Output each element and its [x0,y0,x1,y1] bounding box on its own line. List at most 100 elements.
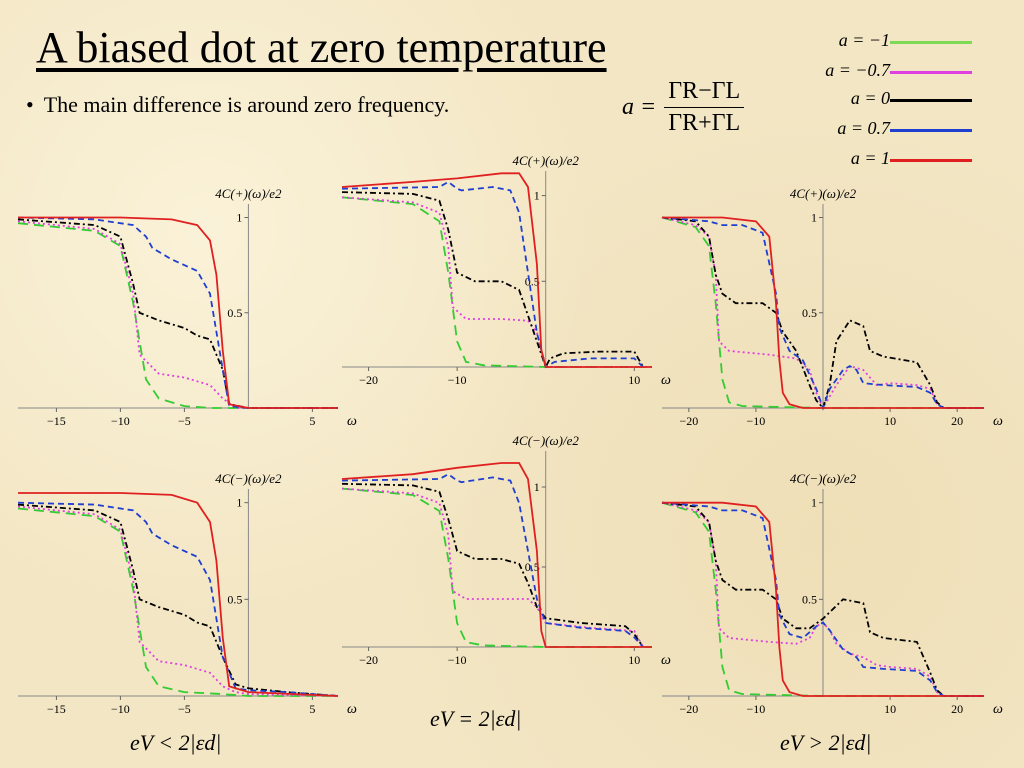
x-axis-label: ω [347,702,357,717]
y-tick-label: 1 [534,189,540,203]
asymmetry-formula: a = ΓR−ΓL ΓR+ΓL [622,78,745,137]
legend-swatch [890,129,972,132]
x-tick-label: 20 [951,414,963,428]
slide-title: A biased dot at zero temperature [36,23,607,72]
series-line [662,216,984,409]
series-line [341,482,644,648]
legend-label: a = 1 [850,148,890,168]
series-line [17,501,339,697]
series-line [661,216,984,411]
series-line [662,501,984,697]
x-tick-label: −20 [679,414,698,428]
legend-row-a-0: a = 0 [800,88,980,114]
legend-label: a = −1 [838,30,890,50]
legend-swatch [890,159,972,162]
legend-row-a-07: a = 0.7 [800,118,980,144]
y-axis-label: 4C(+)(ω)/e2 [790,186,857,201]
y-tick-label: 0.5 [227,592,242,606]
x-tick-label: 10 [884,702,896,716]
bullet-icon: • [26,92,34,117]
x-tick-label: −5 [178,414,191,428]
x-tick-label: −20 [359,373,378,387]
x-tick-label: −5 [178,702,191,716]
series-line [661,216,984,409]
series-line [17,218,338,409]
series-line [341,180,644,369]
legend-row-a-neg07: a = −0.7 [800,60,980,86]
formula-lhs: a = [622,94,657,120]
x-tick-label: 20 [951,702,963,716]
series-line [18,216,338,409]
series-line [341,196,652,368]
series-line [17,222,338,409]
chart-top-left: −15 −10 −5 5 0.5 1 4C(+)(ω)/e2 ω [0,180,360,430]
y-axis-label: 4C(+)(ω)/e2 [215,186,282,201]
chart-top-middle: −20 −10 10 0.5 1 4C(+)(ω)/e2 ω [330,145,671,405]
series-line [341,196,652,368]
x-tick-label: 10 [628,373,640,387]
chart-bottom-middle: −20 −10 10 0.5 1 4C(−)(ω)/e2 ω [330,425,671,685]
y-tick-label: 0.5 [802,306,817,320]
chart-top-right: −20 −10 10 20 0.5 1 4C(+)(ω)/e2 ω [650,180,1020,430]
y-tick-label: 0.5 [227,306,242,320]
chart-svg: −20 −10 10 20 0.5 1 4C(−)(ω)/e2 ω [661,471,1003,717]
series-line [661,501,984,697]
chart-svg: −15 −10 −5 5 0.5 1 4C(+)(ω)/e2 ω [17,186,357,429]
x-tick-label: 10 [628,653,640,667]
caption-middle: eV = 2|εd| [430,706,522,731]
chart-svg: −20 −10 10 0.5 1 4C(−)(ω)/e2 ω [341,433,671,668]
y-axis-label: 4C(−)(ω)/e2 [513,433,580,448]
series-line [18,492,339,697]
series-line [661,216,984,410]
caption-right: eV > 2|εd| [780,730,872,755]
series-line [341,462,652,648]
x-tick-label: 5 [309,702,315,716]
x-tick-label: −10 [448,653,467,667]
series-line [341,473,644,648]
bullet-text: The main difference is around zero frequ… [43,92,450,117]
series-line [17,216,338,409]
y-axis-label: 4C(−)(ω)/e2 [215,471,282,486]
x-tick-label: −10 [448,373,467,387]
series-line [661,501,984,697]
y-tick-label: 1 [534,480,540,494]
series-line [341,487,652,648]
series-line [17,503,339,697]
formula-denominator: ΓR+ΓL [668,110,741,136]
y-tick-label: 0.5 [525,560,540,574]
x-tick-label: 5 [309,414,315,428]
series-line [17,505,339,697]
x-tick-label: −15 [47,702,66,716]
y-tick-label: 0.5 [802,592,817,606]
x-tick-label: −10 [747,414,766,428]
legend-row-a-1: a = 1 [800,148,980,174]
x-tick-label: −10 [747,702,766,716]
series-line [661,501,984,697]
bullet-point: • The main difference is around zero freq… [26,92,449,118]
x-axis-label: ω [661,373,671,388]
y-tick-label: 1 [236,211,242,225]
series-line [17,220,338,409]
x-tick-label: −20 [359,653,378,667]
y-tick-label: 1 [236,496,242,510]
x-axis-label: ω [347,414,357,429]
y-axis-label: 4C(−)(ω)/e2 [790,471,857,486]
y-axis-label: 4C(+)(ω)/e2 [513,153,580,168]
x-axis-label: ω [661,653,671,668]
legend-label: a = 0 [850,88,890,108]
x-tick-label: −20 [679,702,698,716]
formula-numerator: ΓR−ΓL [664,78,745,108]
legend-label: a = −0.7 [825,60,890,80]
y-tick-label: 1 [811,211,817,225]
chart-svg: −20 −10 10 20 0.5 1 4C(+)(ω)/e2 ω [661,186,1003,429]
y-tick-label: 1 [811,496,817,510]
series-line [661,501,984,697]
series-line [17,507,338,697]
chart-svg: −15 −10 −5 5 0.5 1 4C(−)(ω)/e2 ω [17,471,357,717]
series-line [341,191,644,370]
x-tick-label: −10 [111,414,130,428]
x-tick-label: 10 [884,414,896,428]
legend-swatch [890,41,972,44]
legend-row-a-neg1: a = −1 [800,30,980,56]
legend-swatch [890,99,972,102]
